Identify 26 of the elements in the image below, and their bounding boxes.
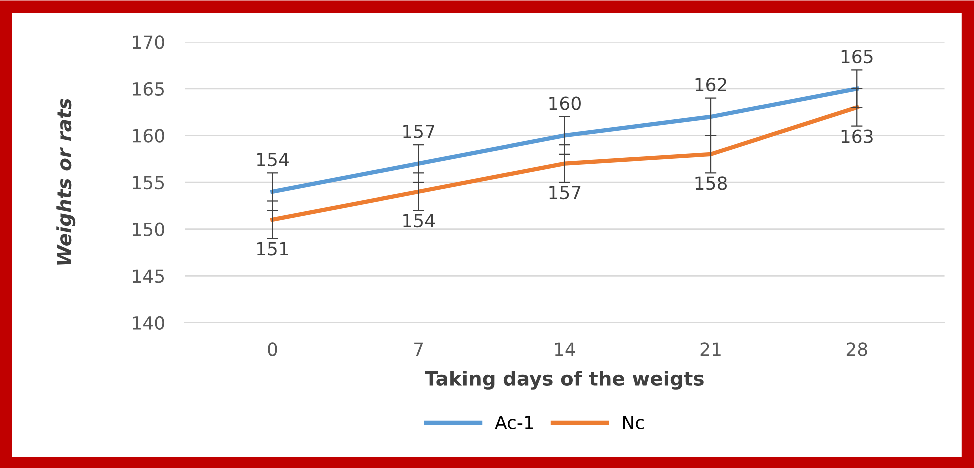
y-tick-label: 150 (133, 222, 164, 236)
y-tick-label: 170 (133, 36, 164, 50)
data-label: 165 (842, 50, 873, 64)
data-label: 162 (696, 78, 726, 92)
data-label: 158 (696, 176, 728, 190)
x-tick-label: 14 (555, 342, 576, 356)
data-label: 151 (257, 242, 288, 256)
data-label: 154 (257, 153, 289, 167)
data-label: 157 (404, 125, 435, 138)
y-tick-label: 140 (133, 316, 164, 330)
x-tick-label: 28 (846, 342, 868, 356)
y-axis-title: Weights or rats (56, 98, 76, 265)
x-tick-label: 0 (268, 342, 278, 356)
data-label: 157 (550, 186, 581, 200)
y-tick-label: 145 (133, 270, 164, 284)
y-tick-label: 160 (133, 129, 164, 143)
y-tick-label: 155 (133, 176, 164, 190)
x-tick-label: 7 (414, 342, 424, 356)
legend-label: Ac-1 (495, 416, 534, 430)
data-label: 154 (404, 214, 436, 228)
x-axis-title: Taking days of the weigts (425, 370, 704, 390)
data-label: 163 (842, 130, 873, 144)
y-tick-label: 165 (133, 82, 164, 96)
data-label: 160 (550, 96, 581, 110)
legend-label: Nc (623, 416, 644, 430)
x-tick-label: 21 (700, 342, 721, 356)
